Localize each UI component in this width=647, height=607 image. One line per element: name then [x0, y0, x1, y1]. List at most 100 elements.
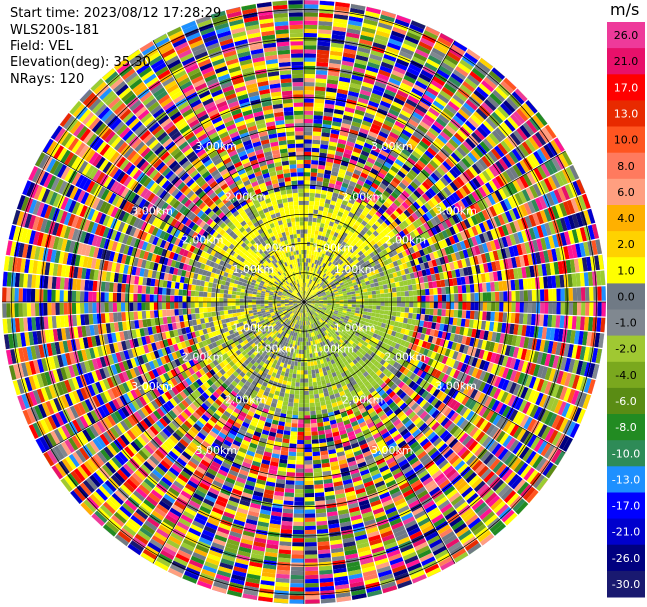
velocity-gate: [350, 194, 357, 201]
velocity-gate: [307, 237, 311, 243]
velocity-gate: [314, 288, 319, 292]
velocity-gate: [403, 125, 415, 135]
velocity-gate: [437, 134, 448, 145]
velocity-gate: [433, 169, 443, 179]
velocity-gate: [364, 298, 369, 302]
velocity-gate: [424, 178, 434, 188]
velocity-gate: [470, 149, 481, 161]
velocity-gate: [440, 211, 449, 221]
velocity-gate: [316, 516, 327, 522]
velocity-gate: [372, 119, 383, 127]
velocity-gate: [412, 220, 420, 229]
velocity-gate: [416, 226, 424, 235]
velocity-gate: [589, 302, 594, 316]
velocity-gate: [372, 298, 377, 302]
velocity-gate: [390, 202, 399, 210]
velocity-gate: [513, 111, 526, 124]
velocity-gate: [446, 184, 455, 194]
velocity-gate: [304, 12, 318, 17]
velocity-gate: [422, 93, 435, 104]
velocity-gate: [304, 143, 312, 148]
velocity-gate: [322, 228, 328, 233]
velocity-gate: [313, 467, 322, 473]
velocity-gate: [474, 188, 484, 200]
velocity-gate: [324, 203, 330, 209]
velocity-gate: [454, 302, 459, 310]
velocity-gate: [332, 259, 337, 265]
velocity-gate: [304, 513, 316, 518]
velocity-gate: [503, 100, 516, 113]
velocity-gate: [363, 77, 375, 85]
velocity-gate: [315, 373, 320, 378]
velocity-gate: [445, 158, 455, 168]
velocity-gate: [345, 102, 356, 110]
velocity-gate: [287, 463, 296, 469]
velocity-gate: [308, 217, 313, 222]
velocity-gate: [382, 249, 388, 256]
velocity-gate: [572, 302, 578, 316]
velocity-gate: [437, 93, 450, 104]
velocity-gate: [292, 542, 304, 547]
velocity-gate: [290, 365, 294, 370]
velocity-gate: [304, 61, 316, 66]
velocity-gate: [313, 255, 317, 260]
velocity-gate: [426, 58, 440, 69]
velocity-gate: [312, 221, 317, 227]
velocity-gate: [294, 493, 304, 498]
velocity-gate: [433, 302, 438, 309]
velocity-gate: [396, 58, 410, 67]
velocity-gate: [322, 284, 327, 289]
velocity-gate: [348, 133, 358, 140]
velocity-gate: [393, 97, 405, 106]
velocity-gate: [387, 288, 393, 293]
velocity-gate: [426, 162, 436, 172]
velocity-gate: [356, 299, 361, 302]
velocity-gate: [483, 77, 497, 90]
velocity-gate: [408, 63, 422, 73]
velocity-gate: [372, 193, 380, 200]
velocity-gate: [364, 179, 373, 186]
velocity-gate: [314, 277, 318, 282]
velocity-gate: [363, 291, 368, 296]
velocity-gate: [371, 123, 382, 131]
velocity-gate: [459, 59, 474, 71]
velocity-gate: [376, 298, 381, 302]
velocity-gate: [474, 302, 479, 311]
velocity-gate: [319, 0, 335, 2]
velocity-gate: [482, 120, 495, 133]
velocity-gate: [304, 217, 309, 222]
velocity-gate: [355, 247, 361, 254]
velocity-gate: [476, 61, 491, 73]
velocity-gate: [474, 310, 479, 320]
velocity-gate: [411, 150, 422, 160]
velocity-gate: [436, 69, 450, 80]
velocity-gate: [329, 267, 334, 273]
velocity-gate: [308, 213, 313, 218]
velocity-gate: [409, 115, 421, 124]
velocity-gate: [478, 83, 492, 96]
velocity-gate: [324, 103, 335, 109]
velocity-gate: [500, 121, 513, 135]
velocity-gate: [385, 116, 396, 124]
velocity-gate: [359, 89, 372, 97]
velocity-gate: [358, 223, 365, 230]
velocity-gate: [494, 127, 507, 140]
velocity-gate: [313, 463, 322, 469]
velocity-gate: [312, 217, 317, 223]
velocity-gate: [312, 246, 316, 251]
velocity-gate: [597, 302, 602, 317]
velocity-gate: [449, 181, 459, 192]
velocity-gate: [395, 207, 404, 215]
velocity-gate: [342, 56, 355, 63]
velocity-gate: [407, 195, 416, 204]
velocity-gate: [522, 102, 535, 117]
velocity-gate: [391, 101, 404, 110]
velocity-gate: [506, 312, 512, 323]
velocity-gate: [363, 206, 371, 214]
velocity-gate: [353, 66, 366, 74]
velocity-gate: [405, 122, 417, 131]
velocity-gate: [362, 288, 368, 293]
velocity-gate: [294, 501, 304, 506]
velocity-gate: [312, 276, 316, 281]
velocity-gate: [384, 297, 389, 302]
